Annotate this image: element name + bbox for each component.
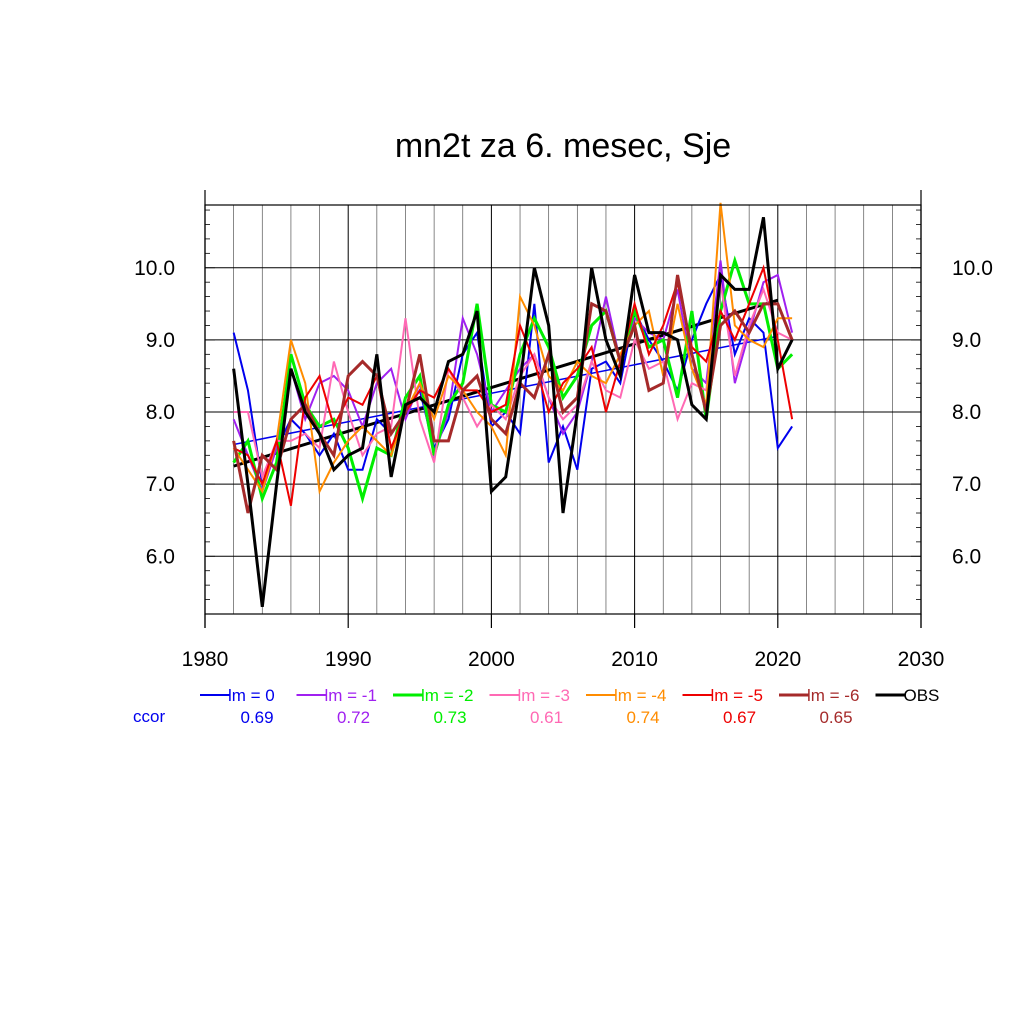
series-line-4 xyxy=(232,202,793,495)
legend-label: OBS xyxy=(904,686,940,705)
y-tick-label-right: 7.0 xyxy=(952,473,981,496)
ccor-value: 0.69 xyxy=(240,708,273,727)
y-tick-label-right: 6.0 xyxy=(952,545,981,568)
series-line-6 xyxy=(232,274,794,514)
series-line-5 xyxy=(233,264,794,507)
legend-label: lm = -1 xyxy=(325,686,377,705)
x-tick-label: 2030 xyxy=(898,648,945,671)
y-tick-label-right: 9.0 xyxy=(952,329,981,352)
x-tick-label: 2020 xyxy=(754,648,801,671)
y-tick-label-right: 8.0 xyxy=(952,401,981,424)
y-tick-label-left: 9.0 xyxy=(146,329,175,352)
legend: lm = 0 0.69 lm = -1 0.72 lm = -2 0.73 lm = -3 0… xyxy=(133,686,939,727)
ccor-value: 0.73 xyxy=(433,708,466,727)
plot-frame xyxy=(204,190,922,628)
x-tick-label: 1980 xyxy=(182,648,229,671)
x-tick-label: 1990 xyxy=(325,648,372,671)
legend-label: lm = -6 xyxy=(807,686,859,705)
ccor-value: 0.67 xyxy=(723,708,756,727)
legend-entry: lm = -1 0.72 xyxy=(296,686,377,727)
ccor-value: 0.74 xyxy=(626,708,659,727)
legend-label: lm = -4 xyxy=(614,686,666,705)
y-tick-label-left: 7.0 xyxy=(146,473,175,496)
legend-entry: lm = -4 0.74 xyxy=(586,686,666,727)
legend-entry: lm = -3 0.61 xyxy=(489,686,570,727)
y-tick-label-left: 10.0 xyxy=(134,257,175,280)
legend-entry: lm = -5 0.67 xyxy=(682,686,763,727)
legend-entry: OBS xyxy=(875,686,940,705)
legend-entry: lm = 0 0.69 xyxy=(200,686,275,727)
legend-label: lm = -3 xyxy=(518,686,570,705)
ccor-value: 0.72 xyxy=(337,708,370,727)
ccor-value: 0.65 xyxy=(819,708,852,727)
x-tick-label: 2010 xyxy=(611,648,658,671)
legend-entry: lm = -6 0.65 xyxy=(779,686,859,727)
x-tick-label: 2000 xyxy=(468,648,515,671)
legend-label: lm = -2 xyxy=(421,686,473,705)
series-layer xyxy=(232,202,794,607)
legend-label: lm = -5 xyxy=(711,686,763,705)
legend-entry: lm = -2 0.73 xyxy=(393,686,473,727)
ccor-value: 0.61 xyxy=(530,708,563,727)
y-tick-label-left: 8.0 xyxy=(146,401,175,424)
y-tick-label-right: 10.0 xyxy=(952,257,993,280)
series-line-7 xyxy=(232,216,794,607)
axis-ticks: 1980 1990 2000 2010 2020 2030 6.0 6.0 7.0 7.0 8.0 8… xyxy=(134,209,993,671)
ccor-label: ccor xyxy=(133,707,165,726)
y-tick-label-left: 6.0 xyxy=(146,545,175,568)
chart-title: mn2t za 6. mesec, Sje xyxy=(395,127,731,165)
legend-label: lm = 0 xyxy=(228,686,275,705)
